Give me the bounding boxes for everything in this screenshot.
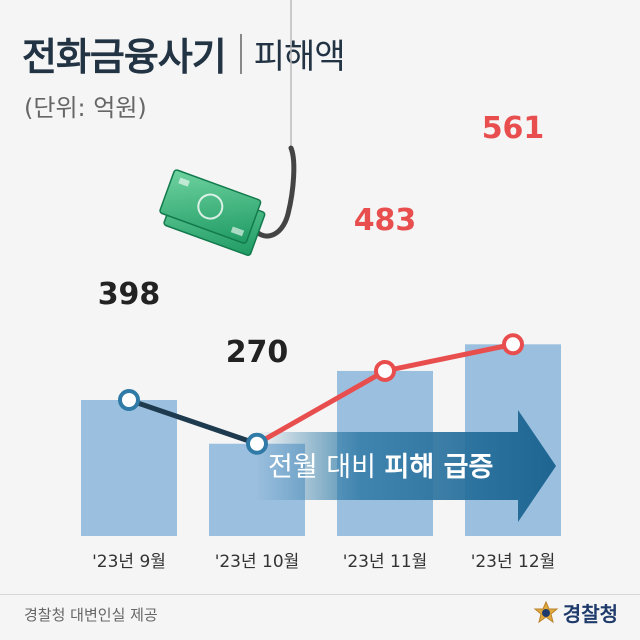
surge-arrow-label: 전월 대비 피해 급증 — [268, 452, 493, 483]
footer-divider — [0, 594, 640, 595]
x-tick-label: '23년 11월 — [343, 552, 428, 572]
page-title: 전화금융사기 — [22, 35, 227, 79]
annotation-bold-text: 피해 급증 — [385, 452, 494, 483]
page-subtitle: 피해액 — [253, 37, 346, 77]
police-emblem-icon — [533, 600, 559, 623]
title-divider — [239, 33, 242, 74]
title-block: 전화금융사기 피해액 — [22, 26, 346, 81]
data-label: 483 — [354, 203, 417, 238]
line-segment — [126, 397, 260, 447]
annotation-normal-text: 전월 대비 — [268, 452, 385, 483]
trend-line — [118, 333, 524, 455]
data-label: 561 — [482, 111, 545, 146]
line-segment — [382, 341, 516, 374]
surge-arrow: 전월 대비 피해 급증 — [256, 410, 556, 522]
data-point — [118, 389, 140, 412]
x-tick-label: '23년 12월 — [471, 552, 556, 572]
data-point — [502, 333, 524, 356]
police-logo: 경찰청 — [533, 598, 618, 627]
data-label: 270 — [226, 335, 289, 370]
line-segment — [254, 368, 388, 447]
unit-label: (단위: 억원) — [24, 94, 147, 122]
data-point — [246, 432, 268, 455]
data-labels: 398 270 483 561 — [98, 111, 545, 370]
logo-label: 경찰청 — [562, 602, 618, 626]
bar — [81, 400, 177, 536]
data-point — [374, 359, 396, 382]
fishing-hook-money-icon — [159, 0, 297, 256]
x-tick-label: '23년 9월 — [92, 552, 166, 572]
source-credit: 경찰청 대변인실 제공 — [24, 606, 158, 624]
data-label: 398 — [98, 277, 161, 312]
bar-line-chart: 전월 대비 피해 급증 398 270 483 561 '23년 9월 '23년 10월… — [81, 0, 561, 572]
x-axis-ticks: '23년 9월 '23년 10월 '23년 11월 '23년 12월 — [92, 552, 555, 572]
x-tick-label: '23년 10월 — [215, 552, 300, 572]
